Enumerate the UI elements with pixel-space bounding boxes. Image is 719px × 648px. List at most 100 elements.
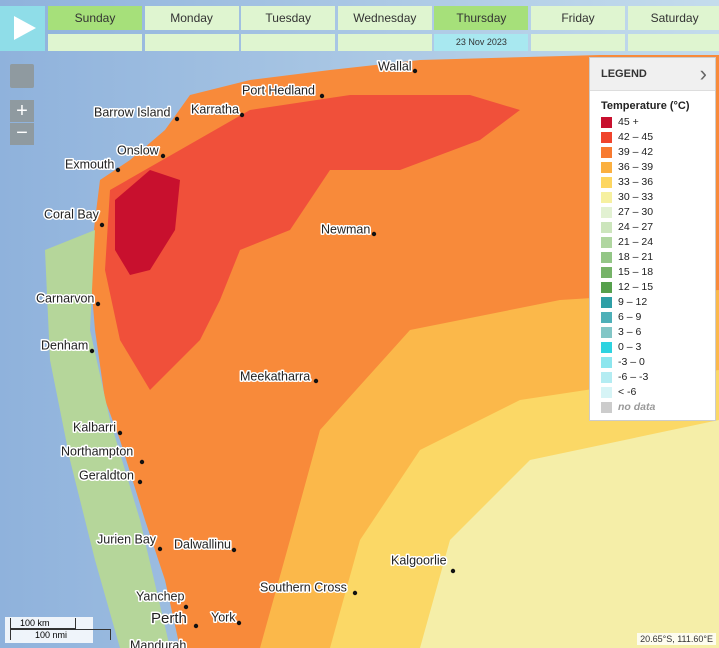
legend-label: 9 – 12 xyxy=(618,296,648,308)
legend-label: 27 – 30 xyxy=(618,206,654,218)
place-dot xyxy=(137,479,143,485)
place-label: Kalgoorlie xyxy=(391,553,447,567)
legend-swatch xyxy=(601,237,612,248)
play-icon xyxy=(14,16,36,40)
legend-swatch xyxy=(601,342,612,353)
legend-label: 45 + xyxy=(618,116,639,128)
scale-bar: 100 km 100 nmi xyxy=(5,617,111,643)
place-dot xyxy=(231,547,237,553)
legend-label: 24 – 27 xyxy=(618,221,654,233)
day-tab[interactable]: Sunday xyxy=(48,6,142,30)
home-button[interactable] xyxy=(10,64,34,88)
place-dot xyxy=(174,116,180,122)
day-tab[interactable]: Saturday xyxy=(627,6,719,30)
place-dot xyxy=(371,231,377,237)
day-tab[interactable]: Wednesday xyxy=(337,6,432,30)
legend-swatch xyxy=(601,402,612,413)
place-label: Perth xyxy=(151,610,187,627)
legend-swatch xyxy=(601,162,612,173)
play-button[interactable] xyxy=(0,6,45,51)
legend-label: < -6 xyxy=(618,386,637,398)
legend-label: -6 – -3 xyxy=(618,371,649,383)
day-slot[interactable]: 23 Nov 2023 xyxy=(434,34,529,51)
place-label: Exmouth xyxy=(65,157,114,171)
legend-label: -3 – 0 xyxy=(618,356,645,368)
place-dot xyxy=(183,604,189,610)
legend-label: no data xyxy=(618,401,656,413)
day-slot[interactable] xyxy=(144,34,239,51)
place-label: Barrow Island xyxy=(94,105,170,119)
place-label: Mandurah xyxy=(130,638,186,648)
place-label: Dalwallinu xyxy=(174,537,231,551)
legend-label: 30 – 33 xyxy=(618,191,654,203)
place-label: York xyxy=(211,610,236,624)
selected-date: 23 Nov 2023 xyxy=(455,37,507,47)
place-dot xyxy=(352,590,358,596)
legend-swatch xyxy=(601,282,612,293)
place-label: Port Hedland xyxy=(242,83,315,97)
place-dot xyxy=(95,301,101,307)
legend-swatch xyxy=(601,312,612,323)
place-dot xyxy=(193,623,199,629)
place-label: Coral Bay xyxy=(44,207,100,221)
legend-label: 33 – 36 xyxy=(618,176,654,188)
legend-label: 3 – 6 xyxy=(618,326,642,338)
legend-title: LEGEND xyxy=(601,68,647,80)
place-dot xyxy=(117,430,123,436)
place-label: Carnarvon xyxy=(36,291,94,305)
day-slot[interactable] xyxy=(337,34,432,51)
coastal-plain xyxy=(45,230,170,648)
place-dot xyxy=(99,222,105,228)
legend-swatch xyxy=(601,372,612,383)
day-tab[interactable]: Monday xyxy=(144,6,239,30)
place-dot xyxy=(139,459,145,465)
place-dot xyxy=(319,93,325,99)
day-tab[interactable]: Tuesday xyxy=(241,6,336,30)
legend-header[interactable]: LEGEND › xyxy=(590,58,715,91)
place-label: Meekatharra xyxy=(240,369,310,383)
legend-label: 42 – 45 xyxy=(618,131,654,143)
coordinates: 20.65°S, 111.60°E xyxy=(637,633,716,645)
legend-label: 21 – 24 xyxy=(618,236,654,248)
place-dot xyxy=(313,378,319,384)
zoom-out[interactable]: − xyxy=(10,123,34,145)
place-label: Northampton xyxy=(61,444,133,458)
legend-swatch xyxy=(601,117,612,128)
legend-label: 36 – 39 xyxy=(618,161,654,173)
zoom-in[interactable]: + xyxy=(10,100,34,122)
hottest-zone xyxy=(115,170,180,275)
legend-heading: Temperature (°C) xyxy=(601,100,690,112)
legend-swatch xyxy=(601,192,612,203)
place-label: Southern Cross xyxy=(260,580,347,594)
legend-chevron[interactable]: › xyxy=(699,61,707,86)
day-slot[interactable] xyxy=(531,34,625,51)
hot-zone xyxy=(105,95,520,390)
place-dot xyxy=(239,112,245,118)
legend-swatch xyxy=(601,252,612,263)
day-slot[interactable] xyxy=(241,34,336,51)
legend-swatch xyxy=(601,267,612,278)
place-label: Denham xyxy=(41,338,88,352)
legend-label: 18 – 21 xyxy=(618,251,654,263)
legend-panel: LEGEND › Temperature (°C) 45 + 42 – 45 39 … xyxy=(589,57,716,421)
place-label: Geraldton xyxy=(79,468,134,482)
scale-km: 100 km xyxy=(10,618,76,629)
place-dot xyxy=(160,153,166,159)
day-tab[interactable]: Thursday xyxy=(434,6,529,30)
place-dot xyxy=(115,167,121,173)
place-dot xyxy=(157,546,163,552)
day-slot[interactable] xyxy=(48,34,142,51)
scale-nmi: 100 nmi xyxy=(10,629,111,640)
legend-swatch xyxy=(601,177,612,188)
place-dot xyxy=(412,68,418,74)
place-label: Karratha xyxy=(191,102,239,116)
legend-swatch xyxy=(601,132,612,143)
place-label: Kalbarri xyxy=(73,420,116,434)
place-label: Yanchep xyxy=(136,589,184,603)
day-tab[interactable]: Friday xyxy=(531,6,625,30)
day-slot[interactable] xyxy=(627,34,719,51)
place-label: Newman xyxy=(321,222,370,236)
legend-label: 39 – 42 xyxy=(618,146,654,158)
legend-label: 0 – 3 xyxy=(618,341,642,353)
